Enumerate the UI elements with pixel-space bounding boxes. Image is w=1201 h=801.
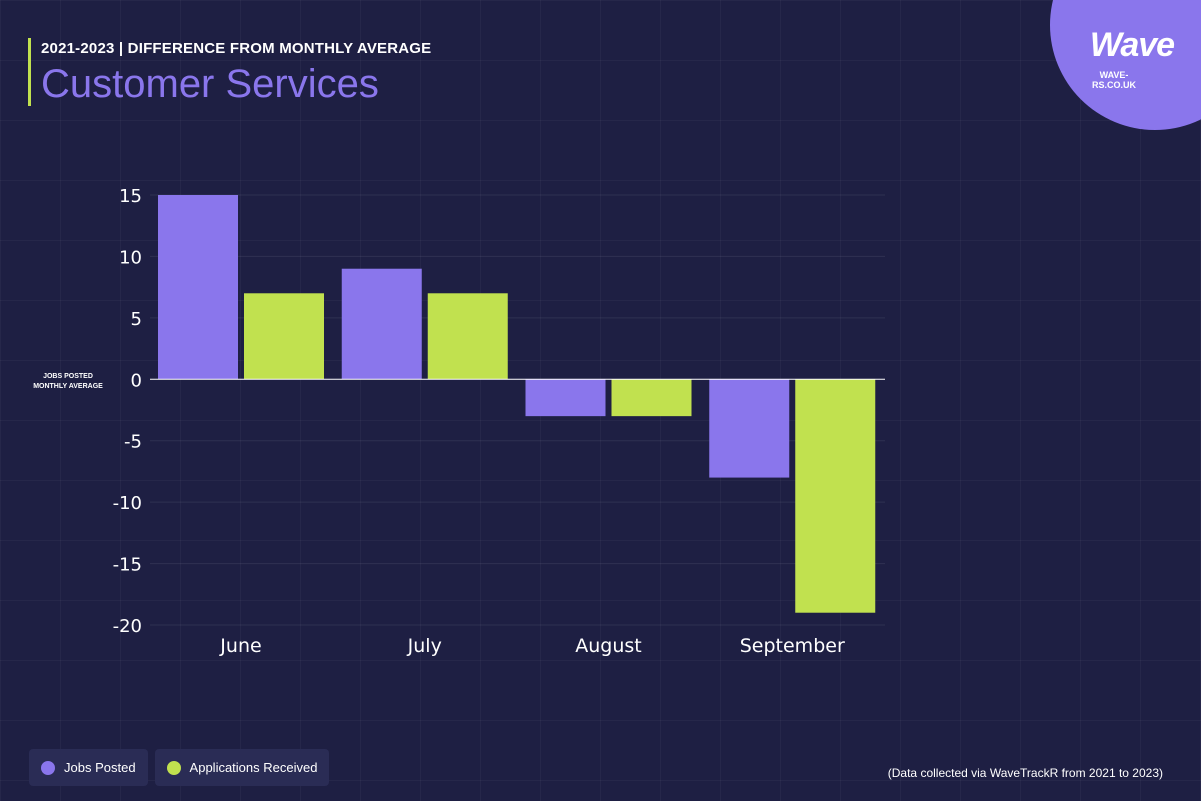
bar-jobs-posted [158,195,238,380]
bar-applications-received [795,379,876,613]
bar-jobs-posted [709,379,790,478]
logo-url: WAVE-RS.CO.UK [1091,70,1136,90]
data-source-note: (Data collected via WaveTrackR from 2021… [887,766,1163,780]
chart-title: Customer Services [41,62,379,106]
y-tick-label: 10 [119,247,142,268]
title-block: 2021-2023 | DIFFERENCE FROM MONTHLY AVER… [28,38,431,106]
zero-line-note: JOBS POSTED MONTHLY AVERAGE [22,372,114,392]
bar-jobs-posted [341,268,422,380]
legend-label-applications-received: Applications Received [189,760,318,775]
legend-label-jobs-posted: Jobs Posted [64,760,136,775]
zero-line-note-line1: JOBS POSTED [43,373,93,380]
y-tick-label: 5 [131,309,142,330]
zero-line-note-line2: MONTHLY AVERAGE [33,383,103,390]
legend-item-applications-received[interactable]: Applications Received [154,749,330,786]
legend-item-jobs-posted[interactable]: Jobs Posted [29,749,148,786]
y-tick-label: -15 [113,555,142,576]
legend-swatch-applications-received [166,760,181,775]
x-tick-label: July [407,635,442,657]
bar-applications-received [244,293,324,380]
chart-subtitle: 2021-2023 | DIFFERENCE FROM MONTHLY AVER… [41,40,432,57]
x-tick-label: September [740,635,845,657]
y-tick-label: 0 [131,370,142,391]
logo-wordmark: Wave [1089,26,1175,64]
x-tick-label: June [219,635,261,657]
x-tick-label: August [575,635,642,657]
bar-applications-received [427,293,508,380]
bar-jobs-posted [525,379,606,417]
y-tick-label: 15 [119,186,142,207]
y-tick-label: -5 [124,432,142,453]
y-tick-label: -20 [113,616,142,637]
bar-applications-received [611,379,692,417]
legend: Jobs Posted Applications Received [29,749,330,786]
legend-swatch-jobs-posted [41,760,55,775]
y-tick-label: -10 [113,493,142,514]
